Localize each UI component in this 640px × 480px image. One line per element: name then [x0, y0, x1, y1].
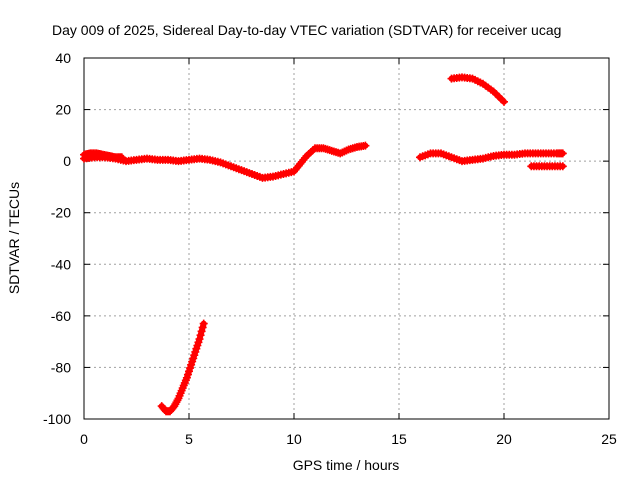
- x-tick-label: 10: [286, 431, 302, 447]
- x-axis-ticks: 0 5 10 15 20 25: [80, 58, 617, 447]
- data-point: [198, 323, 207, 332]
- data-point: [117, 153, 126, 162]
- y-axis-label: SDTVAR / TECUs: [6, 182, 22, 294]
- plot-frame: [83, 57, 610, 420]
- data-point: [195, 335, 204, 344]
- y-axis-ticks: 40 20 0 -20 -40 -60 -80 -100: [43, 50, 609, 427]
- series-line: [158, 320, 207, 415]
- y-tick-label: -100: [43, 411, 71, 427]
- data-series: [80, 73, 567, 416]
- y-tick-label: 0: [63, 153, 71, 169]
- x-tick-label: 25: [601, 431, 617, 447]
- series-right-lower-band: [527, 162, 567, 171]
- x-axis-label: GPS time / hours: [293, 457, 400, 473]
- data-point: [197, 327, 206, 336]
- y-tick-label: 40: [55, 50, 71, 66]
- series-upper-left-band: [80, 149, 126, 162]
- x-tick-label: 5: [185, 431, 193, 447]
- data-point: [558, 162, 567, 171]
- data-point: [558, 149, 567, 158]
- chart-title: Day 009 of 2025, Sidereal Day-to-day VTE…: [52, 22, 561, 38]
- y-tick-label: 20: [55, 102, 71, 118]
- series-upper-arc: [447, 73, 508, 106]
- y-tick-label: -20: [51, 205, 71, 221]
- grid-lines: [84, 58, 609, 419]
- x-tick-label: 15: [391, 431, 407, 447]
- y-tick-label: -80: [51, 359, 71, 375]
- series-right-track: [416, 149, 567, 166]
- x-tick-label: 0: [80, 431, 88, 447]
- data-point: [361, 141, 370, 150]
- data-point: [196, 331, 205, 340]
- series-lower-curve: [157, 319, 208, 416]
- series-main-track: [80, 141, 370, 182]
- x-tick-label: 20: [496, 431, 512, 447]
- y-tick-label: -60: [51, 308, 71, 324]
- data-point: [199, 319, 208, 328]
- data-point: [500, 97, 508, 106]
- y-tick-label: -40: [51, 256, 71, 272]
